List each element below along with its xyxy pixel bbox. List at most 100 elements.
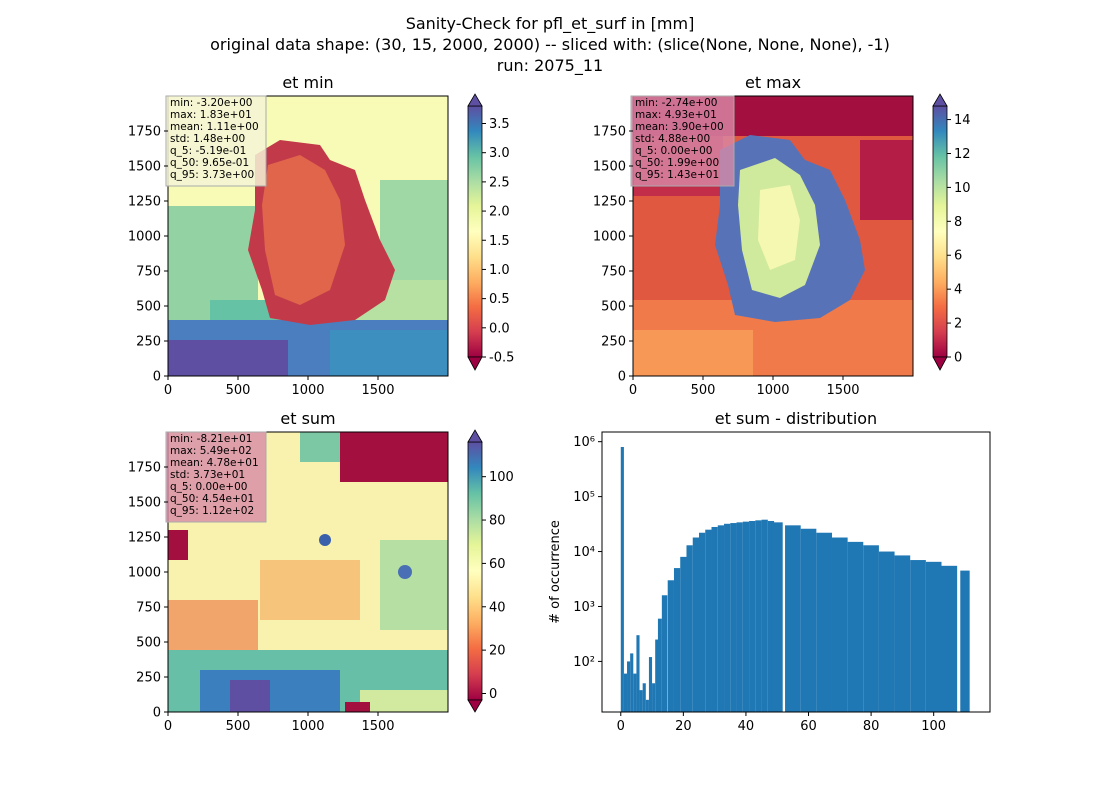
colorbar-tick-label: 8: [954, 215, 962, 230]
stats-box-et-max: min: -2.74e+00 max: 4.93e+01 mean: 3.90e…: [630, 95, 735, 187]
histogram-bar: [642, 683, 646, 712]
histogram-bar: [755, 520, 762, 712]
histogram-bar: [910, 560, 926, 712]
heatmap-et-min: [168, 96, 448, 376]
histogram-bar: [894, 555, 911, 712]
histogram-bar: [785, 525, 801, 712]
histogram-bar: [717, 525, 725, 712]
histogram-bar: [630, 653, 634, 712]
colorbar-tick-label: 6: [954, 249, 962, 264]
y-tick-label: 10⁴: [573, 545, 595, 560]
y-tick-label: 0: [153, 370, 161, 385]
histogram-bar: [661, 595, 668, 712]
y-ticks-et-sum: 0 250 500 750 1000 1250 1500 1750: [128, 461, 168, 721]
histogram-bar: [648, 657, 653, 712]
histogram-bar: [705, 529, 712, 712]
colorbar-tick-label: 100: [489, 470, 514, 485]
y-tick-label: 1500: [128, 496, 161, 511]
stat-line: max: 4.93e+01: [635, 109, 717, 121]
y-axis-label: # of occurrence: [548, 520, 563, 624]
histogram-bar: [657, 618, 662, 712]
y-tick-label: 250: [601, 335, 626, 350]
histogram-bar: [673, 568, 681, 712]
stats-box-et-sum: min: -8.21e+01 max: 5.49e+02 mean: 4.78e…: [165, 431, 267, 523]
histogram-bar: [847, 541, 864, 712]
colorbar-et-sum: 0 20 40 60 80 100: [467, 429, 514, 713]
x-tick-label: 1000: [291, 383, 324, 398]
stat-line: q_50: 4.54e+01: [170, 493, 254, 505]
x-tick-label: 80: [863, 719, 880, 734]
histogram-bar: [620, 446, 624, 712]
x-ticks-et-max: 0 500 1000 1500: [629, 376, 860, 398]
colorbar-ticks-et-sum: 0 20 40 60 80 100: [482, 470, 514, 702]
histogram-bar: [771, 522, 783, 712]
stat-line: std: 4.88e+00: [635, 133, 710, 145]
stat-line: q_5: -5.19e-01: [170, 145, 246, 157]
panel-et-min: et min min: -3.20e+00 max: 1.83e+01 mean…: [128, 73, 514, 398]
colorbar-tick-label: 0.5: [489, 292, 510, 307]
y-tick-label: 1000: [593, 230, 626, 245]
y-tick-label: 250: [136, 671, 161, 686]
x-tick-label: 0: [629, 383, 637, 398]
histogram-y-ticks: 10² 10³ 10⁴ 10⁵ 10⁶: [573, 435, 602, 670]
histogram-bar: [667, 580, 674, 712]
x-ticks-et-min: 0 500 1000 1500: [164, 376, 395, 398]
y-tick-label: 1250: [128, 531, 161, 546]
stat-line: std: 3.73e+01: [170, 469, 245, 481]
stat-line: q_95: 1.43e+01: [635, 169, 719, 181]
histogram-bars: [620, 446, 970, 712]
colorbar-et-min: -0.5 0.0 0.5 1.0 1.5 2.0 2.5 3.0 3.5: [467, 93, 514, 371]
y-tick-label: 10³: [573, 600, 595, 615]
y-tick-label: 1000: [128, 566, 161, 581]
x-tick-label: 500: [226, 383, 251, 398]
histogram-bar: [655, 639, 659, 712]
colorbar-tick-label: 0.0: [489, 321, 510, 336]
histogram-bar: [711, 526, 718, 712]
y-tick-label: 500: [136, 636, 161, 651]
histogram-bar: [761, 519, 768, 712]
histogram-bar: [645, 699, 649, 712]
suptitle-line-1: Sanity-Check for pfl_et_surf in [mm]: [406, 14, 695, 34]
y-tick-label: 500: [601, 300, 626, 315]
panel-title-et-min: et min: [282, 73, 333, 92]
stat-line: q_95: 3.73e+00: [170, 169, 254, 181]
stat-line: q_50: 1.99e+00: [635, 157, 719, 169]
colorbar-tick-label: -0.5: [489, 351, 514, 366]
stat-line: min: -3.20e+00: [170, 97, 252, 109]
stat-line: q_5: 0.00e+00: [170, 481, 247, 493]
histogram-bar: [863, 545, 879, 712]
x-tick-label: 1500: [361, 719, 394, 734]
histogram-bar: [925, 561, 942, 712]
y-ticks-et-max: 0 250 500 750 1000 1250 1500 1750: [593, 125, 633, 385]
histogram-bar: [730, 523, 737, 712]
y-tick-label: 1250: [128, 195, 161, 210]
colorbar-tick-label: 12: [954, 147, 971, 162]
x-tick-label: 1000: [291, 719, 324, 734]
histogram-bar: [749, 520, 756, 712]
x-tick-label: 500: [691, 383, 716, 398]
panel-title-et-max: et max: [745, 73, 801, 92]
x-tick-label: 0: [164, 719, 172, 734]
panel-title-distribution: et sum - distribution: [715, 409, 877, 428]
y-tick-label: 750: [601, 265, 626, 280]
colorbar-tick-label: 2: [954, 317, 962, 332]
colorbar-tick-label: 2.0: [489, 205, 510, 220]
x-tick-label: 0: [164, 383, 172, 398]
colorbar-tick-label: 4: [954, 283, 962, 298]
colorbar-tick-label: 3.5: [489, 117, 510, 132]
y-tick-label: 1750: [128, 461, 161, 476]
panel-et-max: et max min: -2.74e+00 max: 4.93e+01 mean…: [593, 73, 971, 398]
x-tick-label: 1500: [361, 383, 394, 398]
x-tick-label: 1000: [756, 383, 789, 398]
histogram-bar: [652, 683, 656, 712]
colorbar-tick-label: 20: [489, 644, 506, 659]
stat-line: mean: 4.78e+01: [170, 457, 259, 469]
x-ticks-et-sum: 0 500 1000 1500: [164, 712, 395, 734]
colorbar-tick-label: 40: [489, 600, 506, 615]
colorbar-ticks-et-min: -0.5 0.0 0.5 1.0 1.5 2.0 2.5 3.0 3.5: [482, 117, 514, 366]
y-tick-label: 10⁶: [573, 435, 595, 450]
stat-line: q_5: 0.00e+00: [635, 145, 712, 157]
stat-line: q_95: 1.12e+02: [170, 505, 254, 517]
stats-box-et-min: min: -3.20e+00 max: 1.83e+01 mean: 1.11e…: [165, 95, 267, 187]
